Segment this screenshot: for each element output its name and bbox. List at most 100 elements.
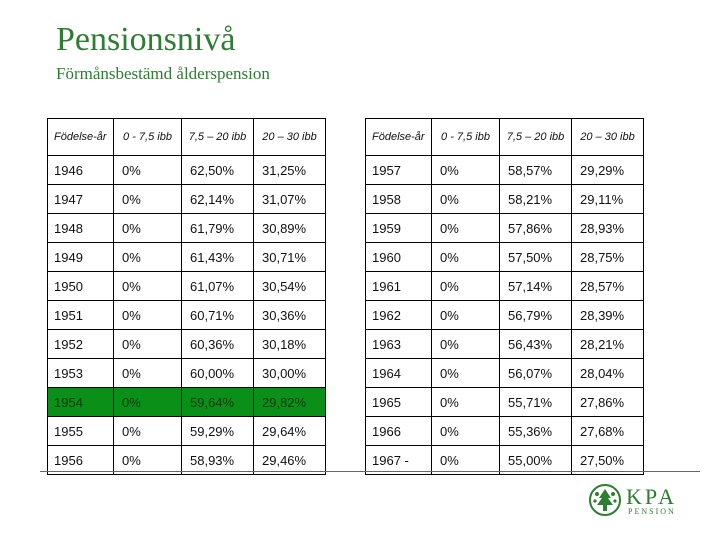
table-cell: 1966 xyxy=(365,416,432,446)
table-row: 1963 0% 56,43% 28,21% xyxy=(365,329,644,359)
table-row: 1966 0% 55,36% 27,68% xyxy=(365,416,644,446)
table-cell: 0% xyxy=(113,387,182,417)
table-cell: 0% xyxy=(113,184,182,214)
table-cell: 0% xyxy=(431,155,500,185)
page-title: Pensionsnivå xyxy=(56,21,236,58)
table-row: 1954 0% 59,64% 29,82% xyxy=(47,387,326,417)
table-cell: 30,54% xyxy=(253,271,326,301)
table-cell: 0% xyxy=(113,155,182,185)
table-cell: 57,50% xyxy=(499,242,572,272)
table-cell: 0% xyxy=(113,271,182,301)
table-cell: 0% xyxy=(113,329,182,359)
table-row: 1967 -0% 55,00% 27,50% xyxy=(365,445,644,475)
table-cell: 0% xyxy=(113,242,182,272)
table-cell: 56,43% xyxy=(499,329,572,359)
table-cell: 62,50% xyxy=(181,155,254,185)
table-cell: 1957 xyxy=(365,155,432,185)
logo-name: KPA xyxy=(626,484,677,509)
pension-table-right: Födelse-år 0 - 7,5 ibb 7,5 – 20 ibb 20 – 30… xyxy=(365,118,644,475)
table-cell: 0% xyxy=(431,300,500,330)
table-cell: 0% xyxy=(431,213,500,243)
table-row: 1961 0% 57,14% 28,57% xyxy=(365,271,644,301)
table-row: 1964 0% 56,07% 28,04% xyxy=(365,358,644,388)
table-cell: 58,57% xyxy=(499,155,572,185)
table-row: 1953 0% 60,00% 30,00% xyxy=(47,358,326,388)
table-row: 1959 0% 57,86% 28,93% xyxy=(365,213,644,243)
table-cell: 0% xyxy=(113,213,182,243)
table-cell: 1947 xyxy=(47,184,114,214)
table-cell: 1949 xyxy=(47,242,114,272)
table-cell: 60,71% xyxy=(181,300,254,330)
table-cell: 1964 xyxy=(365,358,432,388)
table-cell: 0% xyxy=(431,329,500,359)
table-row: 1949 0% 61,43% 30,71% xyxy=(47,242,326,272)
table-row: 1958 0% 58,21% 29,11% xyxy=(365,184,644,214)
table-cell: 62,14% xyxy=(181,184,254,214)
table-cell: 30,18% xyxy=(253,329,326,359)
table-cell: 59,64% xyxy=(181,387,254,417)
tree-logo-icon xyxy=(589,484,621,516)
table-cell: 1954 xyxy=(47,387,114,417)
table-cell: 0% xyxy=(113,416,182,446)
table-cell: 1965 xyxy=(365,387,432,417)
table-cell: 0% xyxy=(431,184,500,214)
table-cell: 30,71% xyxy=(253,242,326,272)
table-cell: 1963 xyxy=(365,329,432,359)
table-cell: 29,46% xyxy=(253,445,326,475)
table-cell: 31,25% xyxy=(253,155,326,185)
table-header-row: Födelse-år 0 - 7,5 ibb 7,5 – 20 ibb 20 – 30… xyxy=(365,118,644,156)
table-row: 1955 0% 59,29% 29,64% xyxy=(47,416,326,446)
table-cell: 58,21% xyxy=(499,184,572,214)
column-header: 7,5 – 20 ibb xyxy=(499,118,572,156)
table-cell: 61,07% xyxy=(181,271,254,301)
table-cell: 28,57% xyxy=(571,271,644,301)
column-header: Födelse-år xyxy=(365,118,432,156)
table-cell: 0% xyxy=(431,387,500,417)
table-cell: 1956 xyxy=(47,445,114,475)
table-cell: 27,50% xyxy=(571,445,644,475)
table-cell: 28,75% xyxy=(571,242,644,272)
table-cell: 30,36% xyxy=(253,300,326,330)
column-header: 0 - 7,5 ibb xyxy=(431,118,500,156)
table-cell: 1946 xyxy=(47,155,114,185)
column-header: 20 – 30 ibb xyxy=(571,118,644,156)
table-row: 1962 0% 56,79% 28,39% xyxy=(365,300,644,330)
table-cell: 56,79% xyxy=(499,300,572,330)
table-cell: 30,00% xyxy=(253,358,326,388)
table-cell: 0% xyxy=(431,271,500,301)
footer-divider xyxy=(40,471,700,472)
table-cell: 0% xyxy=(113,358,182,388)
table-cell: 57,14% xyxy=(499,271,572,301)
table-cell: 29,11% xyxy=(571,184,644,214)
table-row: 1950 0% 61,07% 30,54% xyxy=(47,271,326,301)
table-cell: 59,29% xyxy=(181,416,254,446)
table-cell: 28,39% xyxy=(571,300,644,330)
table-cell: 61,43% xyxy=(181,242,254,272)
table-cell: 30,89% xyxy=(253,213,326,243)
table-cell: 0% xyxy=(113,445,182,475)
table-cell: 1959 xyxy=(365,213,432,243)
table-cell: 56,07% xyxy=(499,358,572,388)
table-cell: 61,79% xyxy=(181,213,254,243)
table-cell: 29,82% xyxy=(253,387,326,417)
table-row: 1947 0% 62,14% 31,07% xyxy=(47,184,326,214)
table-cell: 1952 xyxy=(47,329,114,359)
column-header: 7,5 – 20 ibb xyxy=(181,118,254,156)
table-cell: 1951 xyxy=(47,300,114,330)
table-cell: 55,36% xyxy=(499,416,572,446)
table-row: 1951 0% 60,71% 30,36% xyxy=(47,300,326,330)
table-cell: 28,21% xyxy=(571,329,644,359)
table-cell: 1958 xyxy=(365,184,432,214)
table-cell: 1961 xyxy=(365,271,432,301)
table-row: 1960 0% 57,50% 28,75% xyxy=(365,242,644,272)
kpa-pension-logo: KPA PENSION xyxy=(588,483,688,519)
page-subtitle: Förmånsbestämd ålderspension xyxy=(56,64,270,83)
table-cell: 29,64% xyxy=(253,416,326,446)
column-header: 20 – 30 ibb xyxy=(253,118,326,156)
table-cell: 60,36% xyxy=(181,329,254,359)
table-cell: 1950 xyxy=(47,271,114,301)
table-row: 1952 0% 60,36% 30,18% xyxy=(47,329,326,359)
table-cell: 1948 xyxy=(47,213,114,243)
table-cell: 57,86% xyxy=(499,213,572,243)
table-cell: 0% xyxy=(431,242,500,272)
